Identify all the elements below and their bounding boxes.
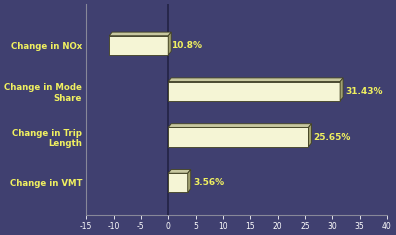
Polygon shape [188,169,191,192]
Polygon shape [168,169,191,173]
Text: 10.8%: 10.8% [171,41,202,50]
Text: 31.43%: 31.43% [345,87,383,96]
Text: 25.65%: 25.65% [314,133,351,141]
Polygon shape [109,32,171,36]
Bar [168,127,308,147]
Text: 3.56%: 3.56% [193,178,224,187]
Polygon shape [340,78,343,101]
Bar [109,36,168,55]
Polygon shape [168,124,312,127]
Polygon shape [168,78,343,82]
Bar [168,82,340,101]
Polygon shape [308,124,312,147]
Bar [168,173,188,192]
Polygon shape [168,32,171,55]
